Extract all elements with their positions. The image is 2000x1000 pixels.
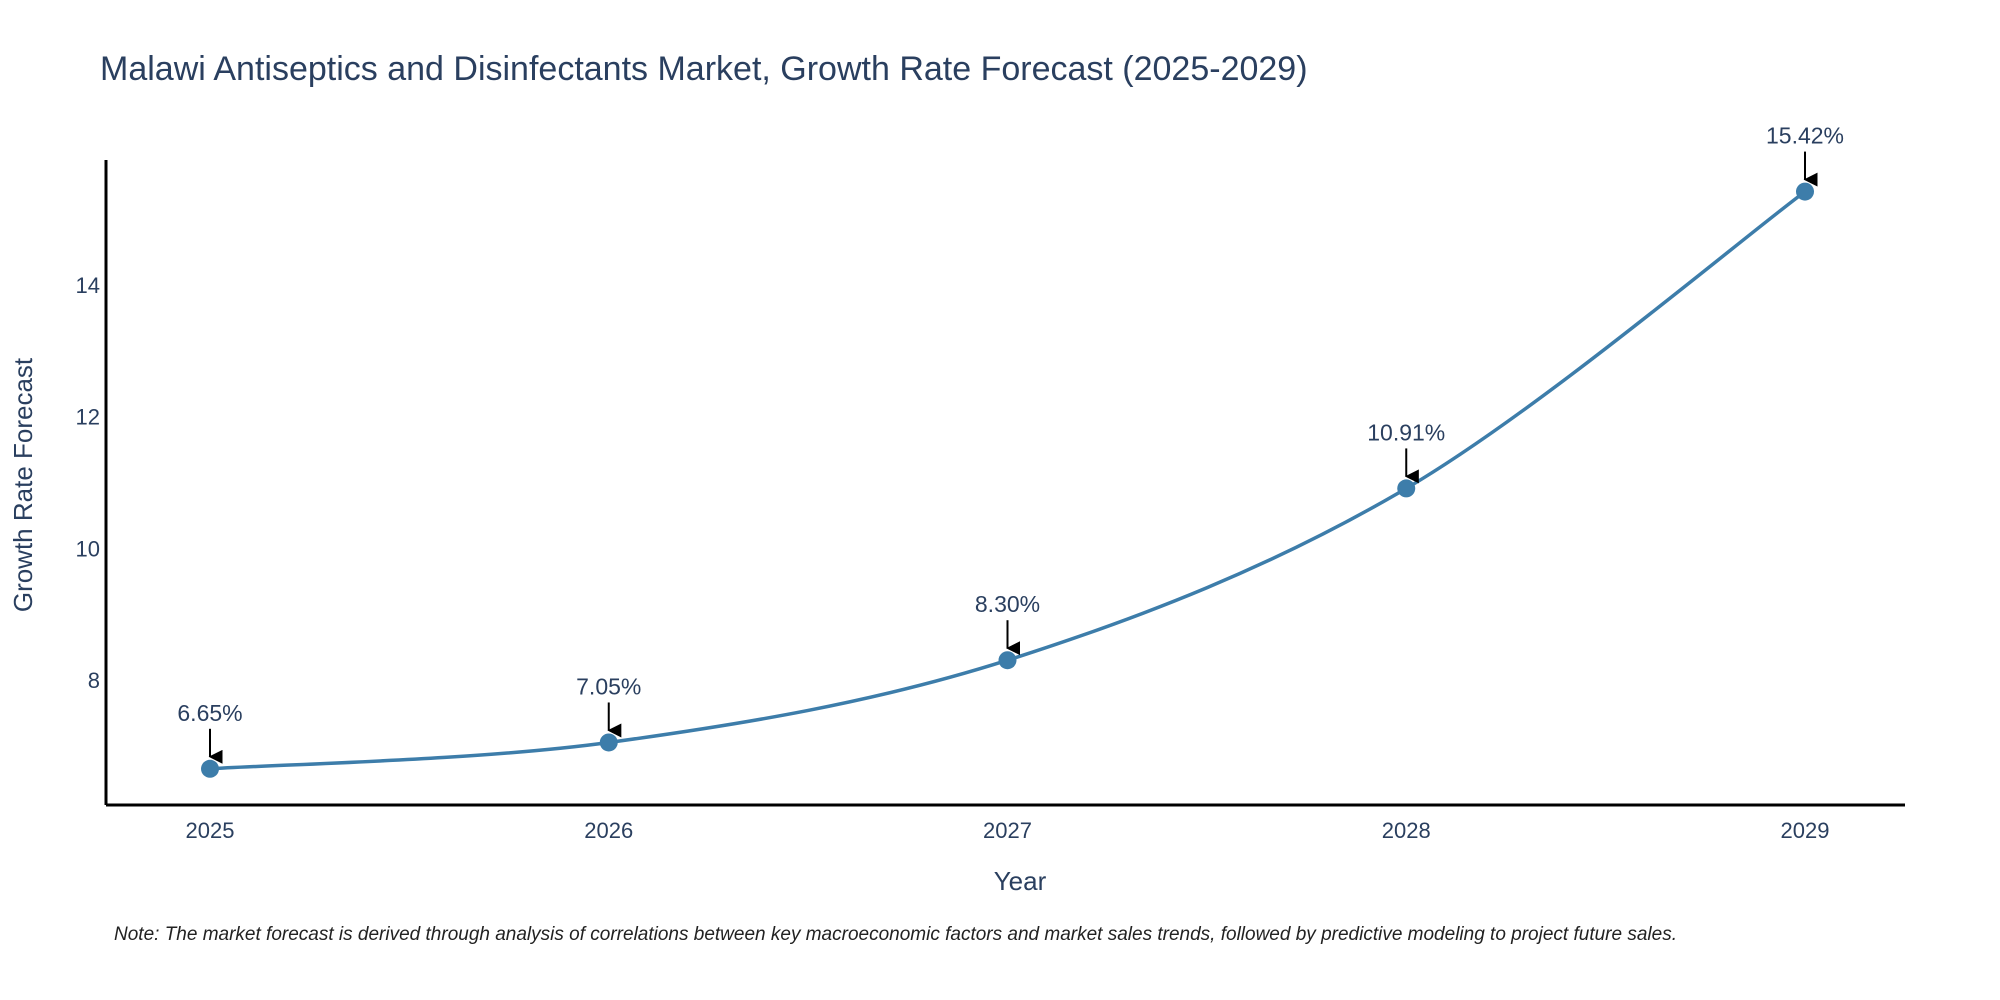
data-label: 15.42% xyxy=(1766,123,1844,149)
chart-note: Note: The market forecast is derived thr… xyxy=(114,924,1677,945)
data-point xyxy=(599,733,618,752)
y-tick-label: 8 xyxy=(88,668,100,693)
plot-area: 8 10 12 14 2025 2026 2027 2028 2029 6.65% 7.05% 8.3… xyxy=(76,123,1905,843)
data-point xyxy=(1796,182,1814,201)
x-tick-label: 2027 xyxy=(983,818,1032,843)
y-tick-label: 14 xyxy=(76,273,100,298)
data-label: 8.30% xyxy=(975,591,1040,617)
x-tick-label: 2028 xyxy=(1382,818,1431,843)
data-label: 10.91% xyxy=(1367,419,1445,445)
x-tick-label: 2026 xyxy=(584,818,633,843)
x-axis-title: Year xyxy=(994,866,1047,896)
y-tick-label: 12 xyxy=(76,405,100,430)
data-label: 6.65% xyxy=(177,700,242,726)
x-tick-label: 2025 xyxy=(186,818,235,843)
data-point xyxy=(201,759,219,778)
y-axis-title: Growth Rate Forecast xyxy=(8,357,38,612)
series-line xyxy=(209,190,1807,771)
chart-title: Malawi Antiseptics and Disinfectants Mar… xyxy=(100,50,1308,88)
data-point xyxy=(998,651,1017,670)
y-tick-label: 10 xyxy=(76,536,100,561)
data-point xyxy=(1397,479,1416,498)
x-tick-label: 2029 xyxy=(1781,818,1830,843)
data-label: 7.05% xyxy=(576,673,641,699)
